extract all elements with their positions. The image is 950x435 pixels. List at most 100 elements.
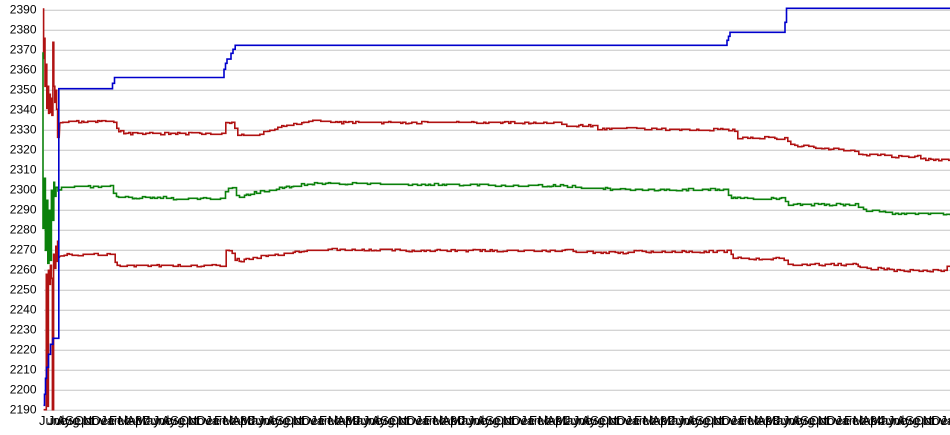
svg-text:2200: 2200 [10, 382, 37, 396]
svg-text:2330: 2330 [10, 122, 37, 136]
svg-text:May: May [345, 413, 370, 428]
svg-text:Feb 93: Feb 93 [739, 413, 779, 428]
svg-text:2390: 2390 [10, 2, 37, 16]
svg-text:Oct: Oct [494, 413, 515, 428]
svg-text:June: June [879, 413, 907, 428]
svg-text:May: May [660, 413, 685, 428]
svg-text:2320: 2320 [10, 142, 37, 156]
svg-text:July: July [48, 413, 72, 428]
svg-text:Nov: Nov [923, 413, 947, 428]
svg-text:June: June [144, 413, 172, 428]
svg-text:May: May [240, 413, 265, 428]
svg-text:Dec: Dec [407, 413, 431, 428]
svg-text:Feb 90: Feb 90 [424, 413, 464, 428]
svg-text:Dec: Dec [617, 413, 641, 428]
svg-text:Apr: Apr [232, 413, 253, 428]
svg-text:2190: 2190 [10, 402, 37, 416]
svg-text:May: May [555, 413, 580, 428]
svg-text:Oct: Oct [809, 413, 830, 428]
svg-text:2310: 2310 [10, 162, 37, 176]
svg-text:Jan: Jan [205, 413, 226, 428]
svg-text:Dec: Dec [197, 413, 221, 428]
svg-text:Apr: Apr [127, 413, 148, 428]
svg-text:Sept: Sept [590, 413, 617, 428]
svg-text:July: July [573, 413, 597, 428]
svg-text:Feb 89: Feb 89 [319, 413, 359, 428]
svg-text:Aug: Aug [477, 413, 500, 428]
svg-text:2350: 2350 [10, 82, 37, 96]
svg-text:June: June [669, 413, 697, 428]
svg-text:July: July [363, 413, 387, 428]
svg-text:May: May [135, 413, 160, 428]
svg-text:Nov: Nov [818, 413, 842, 428]
svg-text:June: June [564, 413, 592, 428]
svg-text:June: June [774, 413, 802, 428]
svg-text:Sept: Sept [485, 413, 512, 428]
svg-text:Apr: Apr [862, 413, 883, 428]
svg-text:Oct: Oct [704, 413, 725, 428]
svg-text:July: July [888, 413, 912, 428]
svg-text:Jan: Jan [625, 413, 646, 428]
svg-text:2340: 2340 [10, 102, 37, 116]
svg-text:Aug: Aug [792, 413, 815, 428]
svg-text:Mar: Mar [223, 413, 246, 428]
svg-text:Aug: Aug [897, 413, 920, 428]
svg-text:July: July [783, 413, 807, 428]
svg-text:Feb 88: Feb 88 [214, 413, 254, 428]
svg-text:Mar: Mar [643, 413, 666, 428]
svg-text:Feb 92: Feb 92 [634, 413, 674, 428]
svg-text:June: June [39, 413, 67, 428]
svg-text:May: May [870, 413, 895, 428]
svg-text:Sept: Sept [380, 413, 407, 428]
svg-text:Sept: Sept [275, 413, 302, 428]
svg-text:Apr: Apr [337, 413, 358, 428]
svg-text:Sept: Sept [695, 413, 722, 428]
svg-text:2380: 2380 [10, 22, 37, 36]
svg-text:2280: 2280 [10, 222, 37, 236]
svg-text:Aug: Aug [582, 413, 605, 428]
svg-text:Feb 91: Feb 91 [529, 413, 569, 428]
svg-text:Jan: Jan [835, 413, 856, 428]
svg-text:Feb 94: Feb 94 [844, 413, 884, 428]
svg-text:Aug: Aug [687, 413, 710, 428]
svg-text:July: July [468, 413, 492, 428]
svg-text:Nov: Nov [398, 413, 422, 428]
svg-text:Mar: Mar [433, 413, 456, 428]
svg-text:Apr: Apr [442, 413, 463, 428]
svg-text:May: May [450, 413, 475, 428]
svg-text:Dec: Dec [932, 413, 950, 428]
svg-text:2250: 2250 [10, 282, 37, 296]
svg-text:2360: 2360 [10, 62, 37, 76]
svg-text:Oct: Oct [179, 413, 200, 428]
svg-text:Aug: Aug [162, 413, 185, 428]
svg-text:Apr: Apr [757, 413, 778, 428]
svg-text:Dec: Dec [512, 413, 536, 428]
svg-text:June: June [354, 413, 382, 428]
svg-text:2240: 2240 [10, 302, 37, 316]
svg-text:Feb 87: Feb 87 [109, 413, 149, 428]
svg-text:May: May [765, 413, 790, 428]
svg-text:Nov: Nov [188, 413, 212, 428]
svg-text:Jan: Jan [310, 413, 331, 428]
svg-text:Mar: Mar [538, 413, 561, 428]
svg-text:Jan: Jan [100, 413, 121, 428]
svg-text:2270: 2270 [10, 242, 37, 256]
svg-text:July: July [153, 413, 177, 428]
svg-text:Sept: Sept [65, 413, 92, 428]
svg-text:Mar: Mar [853, 413, 876, 428]
svg-text:Dec: Dec [92, 413, 116, 428]
svg-text:Jan: Jan [940, 413, 950, 428]
svg-text:Mar: Mar [118, 413, 141, 428]
svg-text:Sept: Sept [170, 413, 197, 428]
svg-text:Dec: Dec [722, 413, 746, 428]
svg-text:Aug: Aug [57, 413, 80, 428]
svg-text:Sept: Sept [905, 413, 932, 428]
svg-text:Sept: Sept [800, 413, 827, 428]
svg-text:Nov: Nov [83, 413, 107, 428]
svg-text:July: July [258, 413, 282, 428]
svg-text:2210: 2210 [10, 362, 37, 376]
svg-text:July: July [678, 413, 702, 428]
svg-text:Apr: Apr [547, 413, 568, 428]
svg-text:Apr: Apr [652, 413, 673, 428]
svg-text:Jan: Jan [730, 413, 751, 428]
